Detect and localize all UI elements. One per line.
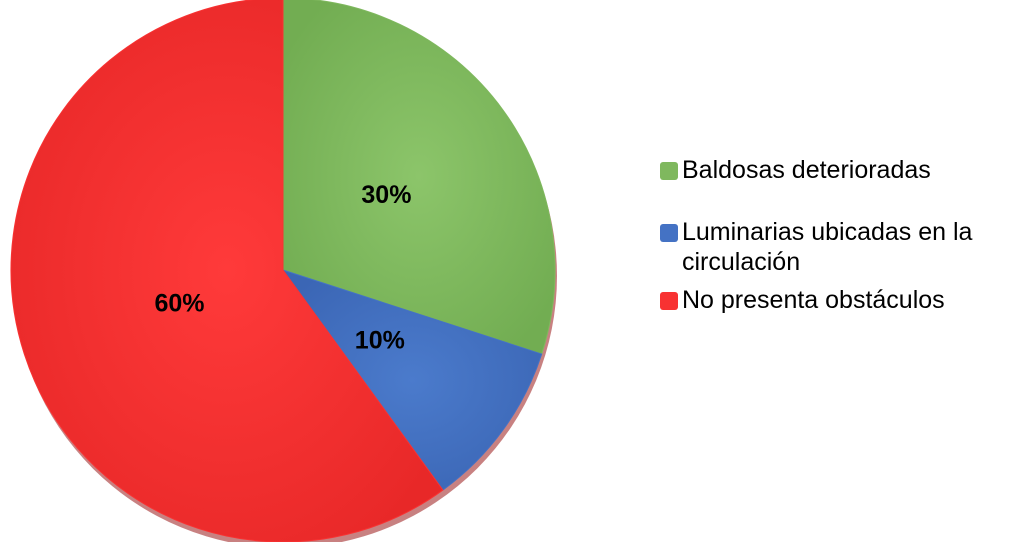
legend-item-baldosas: Baldosas deterioradas [660, 155, 1032, 185]
legend-swatch-luminarias [660, 224, 678, 242]
pie-slice-baldosas [282, 0, 556, 355]
legend-label-luminarias: Luminarias ubicadas en la circulación [682, 218, 973, 276]
legend-item-no-obstaculos: No presenta obstáculos [660, 285, 1032, 315]
legend-item-luminarias: Luminarias ubicadas en la circulación [660, 217, 1032, 277]
pie-slice-luminarias [281, 269, 543, 491]
legend-label-baldosas: Baldosas deterioradas [682, 156, 931, 184]
legend: Baldosas deterioradas Luminarias ubicada… [660, 155, 1032, 315]
legend-swatch-no-obstaculos [660, 292, 678, 310]
pie-label-baldosas: 30% [361, 181, 411, 209]
pie-slice-no-obstaculos [10, 0, 444, 542]
pie-label-no-obstaculos: 60% [155, 290, 205, 318]
pie-label-luminarias: 10% [355, 326, 405, 354]
legend-label-no-obstaculos: No presenta obstáculos [682, 286, 945, 314]
legend-swatch-baldosas [660, 162, 678, 180]
